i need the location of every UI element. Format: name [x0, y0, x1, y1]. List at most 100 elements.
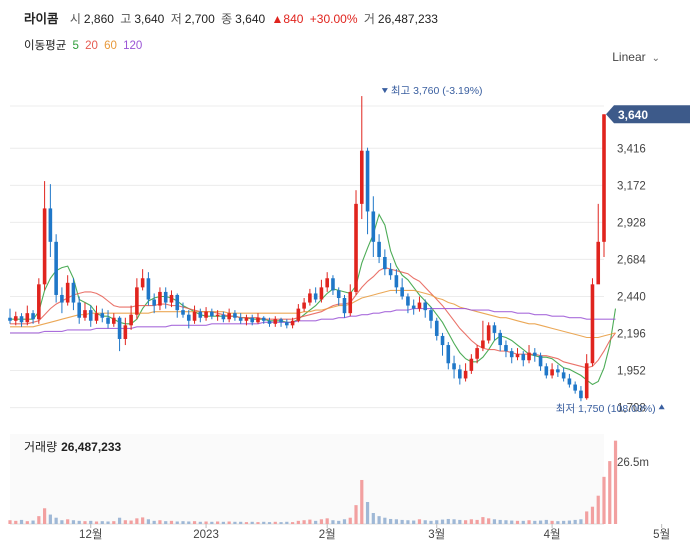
chart-annotations: 최고 3,760 (-3.19%) 최저 1,750 (108.00%) — [381, 85, 665, 415]
candle-body — [458, 369, 462, 379]
candle-body — [19, 316, 24, 323]
candle-body — [233, 313, 237, 318]
volume-bar — [348, 517, 352, 524]
ma-line-5 — [10, 213, 617, 386]
volume-bar — [510, 520, 514, 524]
volume-bar — [308, 519, 312, 524]
candle-body — [584, 363, 589, 399]
volume-bar — [54, 517, 58, 524]
volume-bar — [377, 516, 381, 524]
candle-body — [60, 294, 64, 303]
candle-body — [273, 319, 278, 324]
high-marker-icon — [381, 88, 388, 94]
volume-short-label: 거 — [363, 12, 375, 26]
candle-body — [406, 296, 410, 306]
volume-bar — [573, 519, 577, 524]
volume-bar — [429, 520, 433, 524]
candle-body — [354, 203, 358, 292]
close-label: 종 — [221, 12, 233, 26]
candle-body — [244, 317, 249, 321]
candle-body — [261, 317, 266, 321]
volume-bar — [360, 479, 364, 524]
volume-bar — [135, 518, 139, 524]
candle-body — [37, 284, 41, 320]
volume-bar — [435, 520, 439, 524]
volume-bar — [89, 520, 93, 524]
candle-body — [331, 278, 335, 291]
candle-body — [429, 310, 433, 321]
volume-bar — [613, 440, 618, 524]
candle-body — [308, 293, 312, 303]
volume-bar — [596, 495, 600, 524]
candle-body — [279, 319, 283, 323]
change-percent: +30.00% — [309, 12, 358, 26]
candle-body — [135, 287, 139, 315]
volume-bar — [354, 505, 358, 524]
volume-bar — [71, 520, 76, 524]
volume-bar — [181, 521, 185, 524]
candle-body — [285, 322, 289, 326]
high-value: 3,640 — [134, 12, 165, 26]
low-annotation: 최저 1,750 (108.00%) — [556, 403, 656, 415]
volume-bar — [117, 517, 122, 524]
candle-body — [550, 369, 554, 376]
candle-body — [411, 305, 416, 309]
open-value: 2,860 — [83, 12, 114, 26]
candle-body — [313, 293, 318, 300]
volume-bar — [562, 520, 566, 524]
candle-body — [210, 311, 214, 317]
volume-bar — [389, 518, 393, 524]
candle-body — [215, 314, 220, 317]
volume-bar — [331, 520, 335, 524]
candle-body — [561, 372, 566, 379]
candle-body — [498, 332, 502, 346]
candle-body — [509, 351, 514, 358]
candle-body — [48, 208, 53, 242]
ma-legend-item-120[interactable]: 120 — [123, 40, 143, 52]
candle-body — [296, 308, 301, 321]
volume-bar — [129, 520, 133, 524]
volume-bar — [394, 519, 398, 524]
candle-body — [319, 287, 324, 300]
candle-body — [446, 345, 451, 364]
candle-body — [94, 313, 99, 321]
candle-body — [394, 275, 399, 288]
candle-body — [169, 294, 174, 303]
scale-type-select[interactable]: Linear ⌄ — [612, 50, 660, 64]
volume-bar — [244, 522, 249, 524]
volume-bar — [169, 520, 174, 524]
volume-bar — [187, 521, 191, 524]
volume-bar — [227, 521, 231, 524]
volume-bar — [504, 520, 508, 524]
volume-bar — [48, 514, 52, 524]
scale-type-value: Linear — [612, 50, 646, 64]
candle-body — [434, 320, 439, 336]
candle-body — [527, 352, 531, 361]
volume-bar — [579, 519, 583, 524]
candle-body — [186, 314, 191, 321]
ma-legend-item-5[interactable]: 5 — [72, 40, 79, 52]
ma-legend-item-60[interactable]: 60 — [104, 40, 117, 52]
volume-bar — [19, 519, 24, 524]
y-tick-label: 2,684 — [617, 254, 646, 266]
candle-body — [567, 378, 572, 385]
volume-value: 26,487,233 — [61, 440, 122, 454]
candle-body — [336, 290, 341, 298]
candle-body — [42, 208, 47, 285]
ma-legend-item-20[interactable]: 20 — [85, 40, 98, 52]
volume-bar — [602, 476, 606, 524]
volume-bar — [337, 520, 341, 524]
low-value: 2,700 — [184, 12, 215, 26]
candle-body — [54, 241, 58, 295]
volume-bar — [256, 522, 260, 524]
volume-bar — [290, 522, 295, 524]
volume-bar — [25, 521, 29, 524]
volume-bar — [446, 518, 450, 524]
candle-body — [146, 278, 151, 300]
volume-bar — [221, 521, 225, 524]
high-annotation: 최고 3,760 (-3.19%) — [391, 85, 483, 97]
candle-body — [250, 317, 255, 323]
candle-body — [532, 352, 537, 356]
candle-body — [238, 317, 243, 321]
